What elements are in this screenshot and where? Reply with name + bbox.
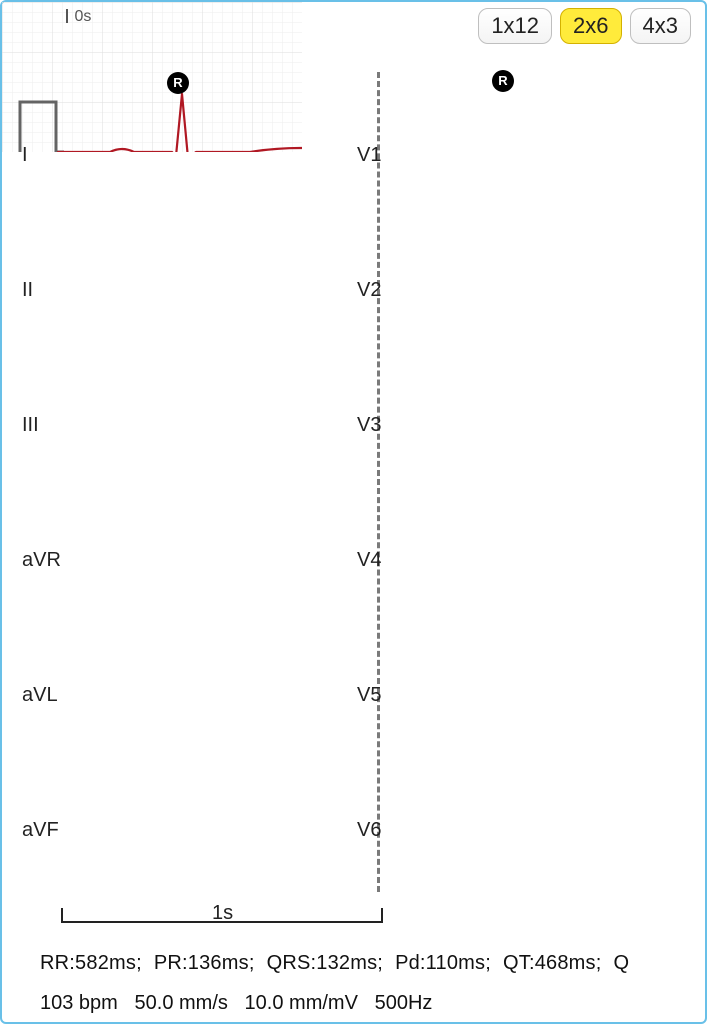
stat-item: PR:136ms;: [154, 952, 255, 974]
stat-item: 103 bpm: [40, 992, 118, 1014]
layout-toggle-group: 1x12 2x6 4x3: [478, 8, 691, 44]
stat-item: QT:468ms;: [503, 952, 602, 974]
measurements-line-2: 103 bpm 50.0 mm/s 10.0 mm/mV 500Hz: [40, 992, 432, 1015]
stat-item: RR:582ms;: [40, 952, 142, 974]
r-wave-badge-right: R: [492, 70, 514, 92]
time-zero-marker: 0s: [66, 8, 91, 26]
stat-item: QRS:132ms;: [267, 952, 383, 974]
stat-item: 10.0 mm/mV: [245, 992, 358, 1014]
layout-btn-4x3[interactable]: 4x3: [630, 8, 691, 44]
stat-item: 50.0 mm/s: [135, 992, 228, 1014]
measurements-line-1: RR:582ms; PR:136ms; QRS:132ms; Pd:110ms; QT:…: [40, 952, 695, 975]
r-wave-badge-left: R: [167, 72, 189, 94]
stat-item: Q: [613, 952, 629, 974]
layout-btn-1x12[interactable]: 1x12: [478, 8, 552, 44]
time-zero-label: 0s: [74, 8, 91, 25]
time-scale-bar: [2, 2, 707, 1024]
ecg-frame: 0s 1x12 2x6 4x3 R R IV1IIV2IIIV3aVRV4aVL…: [0, 0, 707, 1024]
time-scale-label: 1s: [212, 902, 233, 925]
stat-item: Pd:110ms;: [395, 952, 491, 974]
layout-btn-2x6[interactable]: 2x6: [560, 8, 621, 44]
stat-item: 500Hz: [375, 992, 433, 1014]
